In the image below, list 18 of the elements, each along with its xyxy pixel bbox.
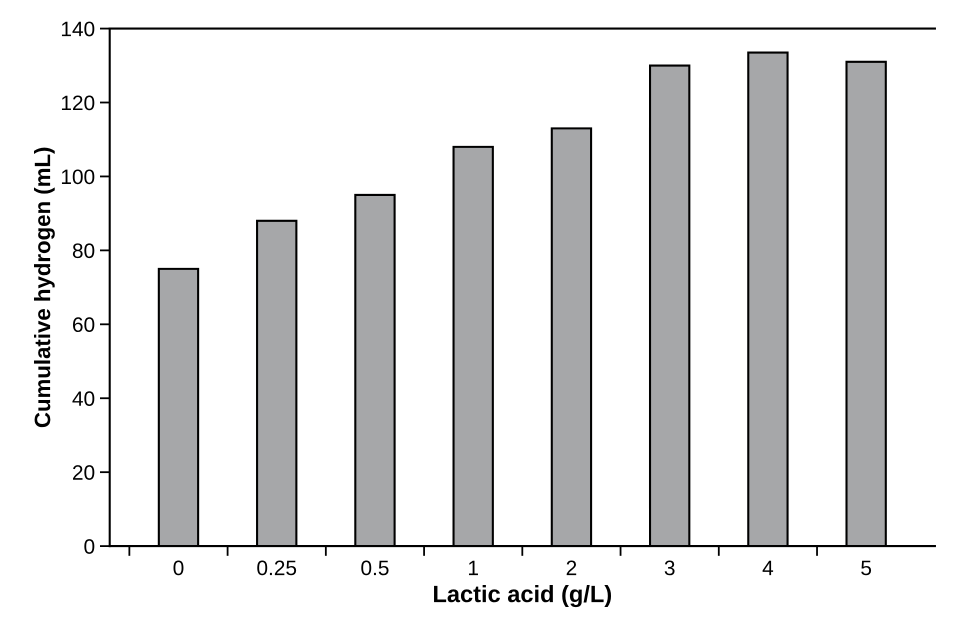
y-tick-label: 60 xyxy=(73,317,94,332)
x-tick-label: 0 xyxy=(174,560,184,576)
y-axis-title: Cumulative hydrogen (mL) xyxy=(34,148,55,428)
x-axis-title: Lactic acid (g/L) xyxy=(434,584,612,608)
y-tick-label: 40 xyxy=(72,391,94,406)
y-tick-label: 20 xyxy=(73,465,94,480)
x-tick-label: 1 xyxy=(468,560,478,576)
y-tick-label: 0 xyxy=(84,539,94,554)
y-tick-label: 140 xyxy=(62,22,94,36)
x-tick-label: 2 xyxy=(566,560,576,576)
x-tick-label: 3 xyxy=(664,560,675,576)
y-tick-label: 100 xyxy=(62,169,94,184)
x-tick-label: 4 xyxy=(762,560,774,576)
x-tick-label: 0.5 xyxy=(361,560,389,576)
y-tick-label: 120 xyxy=(62,96,94,110)
y-tick-label: 80 xyxy=(72,243,94,258)
x-tick-label: 5 xyxy=(861,560,872,576)
x-tick-label: 0.25 xyxy=(257,560,296,576)
